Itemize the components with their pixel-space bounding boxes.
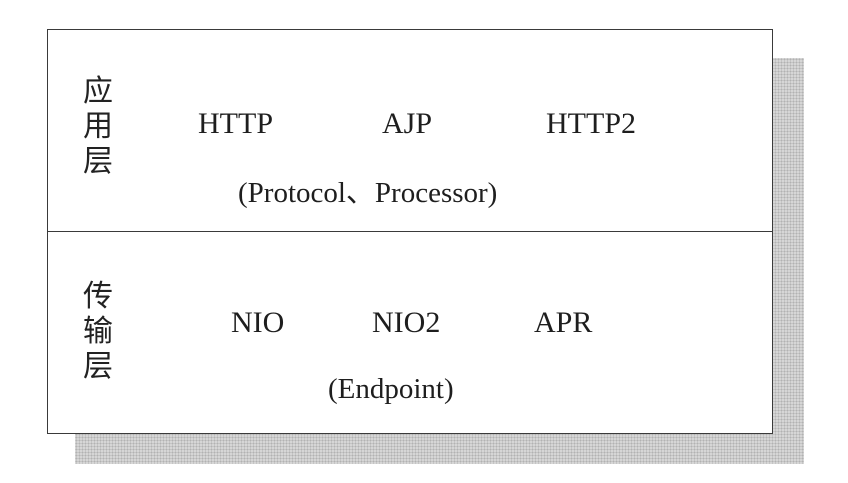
application-layer-components: (Protocol、Processor) <box>238 177 498 209</box>
application-layer-title: 应 用 层 <box>76 74 120 179</box>
layer-divider <box>48 231 772 232</box>
application-layer-title-char: 应 <box>83 74 113 109</box>
transport-layer-title-char: 输 <box>83 314 113 349</box>
transport-layer-title-char: 传 <box>83 279 113 314</box>
protocol-ajp: AJP <box>382 107 433 140</box>
transport-layer-title-char: 层 <box>83 349 113 384</box>
protocol-http2: HTTP2 <box>546 107 636 140</box>
transport-layer-title: 传 输 层 <box>76 279 120 384</box>
io-model-nio2: NIO2 <box>372 306 441 339</box>
transport-layer-components: (Endpoint) <box>328 373 454 405</box>
application-layer-title-char: 层 <box>83 144 113 179</box>
application-layer-title-char: 用 <box>83 109 113 144</box>
io-model-nio: NIO <box>231 306 285 339</box>
io-model-apr: APR <box>534 306 593 339</box>
layer-diagram: 应 用 层 HTTP AJP HTTP2 (Protocol、Processor… <box>47 29 773 434</box>
protocol-http: HTTP <box>198 107 273 140</box>
